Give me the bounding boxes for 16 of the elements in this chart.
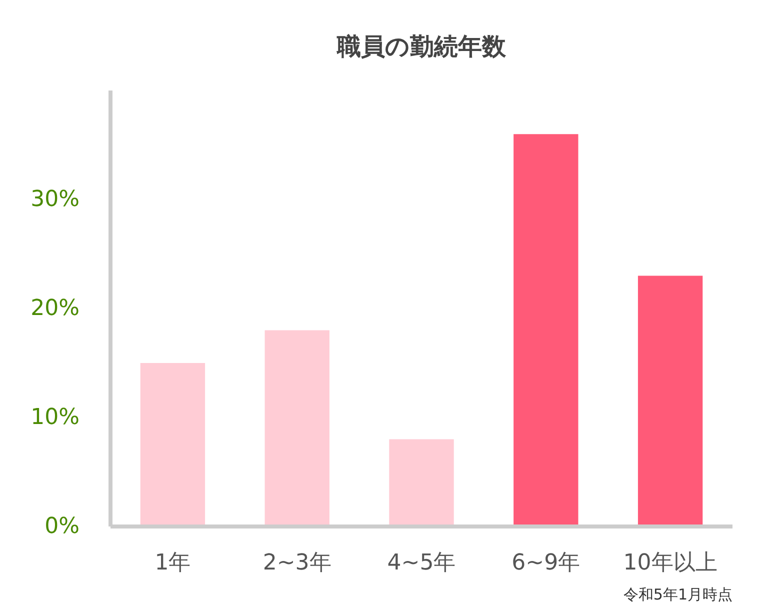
text: 令和5年1月時点 (623, 586, 733, 604)
x-tick-label: 10年以上 (623, 550, 718, 576)
bar (140, 363, 206, 526)
y-tick-label: 10% (30, 405, 80, 430)
x-tick-label: 2~3年 (262, 550, 332, 576)
y-tick-label: 0% (44, 514, 80, 539)
bar (514, 134, 578, 526)
y-tick-label: 20% (30, 296, 80, 321)
x-tick-label: 1年 (154, 550, 191, 576)
chart-title: 職員の勤続年数 (336, 32, 507, 60)
x-tick-label: 4~5年 (387, 550, 456, 576)
bar (389, 439, 454, 526)
bar (638, 276, 703, 526)
bar (264, 330, 330, 526)
x-tick-label: 6~9年 (512, 550, 580, 576)
y-tick-label: 30% (30, 187, 80, 212)
